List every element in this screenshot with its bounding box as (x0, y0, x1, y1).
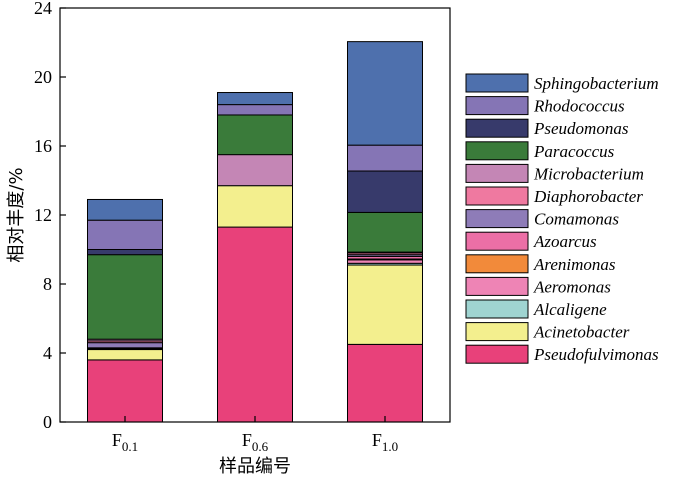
bar-segment (87, 249, 163, 256)
bar-segment (217, 226, 293, 423)
legend-swatch (465, 73, 529, 93)
y-tick-label: 4 (43, 343, 52, 363)
y-tick-label: 16 (34, 136, 52, 156)
legend-label: Arenimonas (533, 255, 616, 274)
legend-swatch (465, 231, 529, 251)
y-axis-title: 相对丰度/% (6, 167, 27, 262)
bar-segment (217, 92, 293, 106)
legend-label: Azoarcus (533, 232, 597, 251)
y-tick-label: 20 (34, 67, 52, 87)
bar-segment (347, 211, 423, 253)
legend-label: Pseudomonas (533, 119, 629, 138)
legend-swatch (465, 163, 529, 183)
legend-label: Alcaligene (533, 300, 607, 319)
bar-segment (217, 154, 293, 187)
bar-segment (347, 259, 423, 264)
legend-swatch (465, 299, 529, 319)
legend-swatch (465, 141, 529, 161)
legend-swatch (465, 276, 529, 296)
y-tick-label: 24 (34, 0, 52, 18)
x-tick-label: F0.6 (242, 430, 269, 454)
bar-segment (87, 219, 163, 251)
bar-segment (87, 349, 163, 361)
bar-segment (347, 41, 423, 146)
legend-label: Acinetobacter (533, 323, 630, 342)
legend-swatch (465, 209, 529, 229)
legend-label: Diaphorobacter (533, 187, 643, 206)
bar-segment (87, 359, 163, 423)
bar-segment (87, 198, 163, 221)
x-axis-title: 样品编号 (219, 456, 291, 477)
y-tick-label: 0 (43, 412, 52, 432)
legend-swatch (465, 186, 529, 206)
bar-segment (217, 114, 293, 156)
legend-label: Rhodococcus (533, 97, 625, 116)
bar-segment (87, 342, 163, 349)
legend-swatch (465, 96, 529, 116)
legend-label: Aeromonas (533, 277, 611, 296)
x-tick-label: F0.1 (112, 430, 138, 454)
bar-segment (347, 170, 423, 213)
legend-swatch (465, 344, 529, 364)
bar-segment (87, 254, 163, 340)
bar-segment (217, 185, 293, 228)
legend-swatch (465, 118, 529, 138)
legend-label: Microbacterium (533, 164, 644, 183)
x-tick-label: F1.0 (372, 430, 398, 454)
bar-segment (347, 343, 423, 423)
bar-segment (217, 104, 293, 116)
bar-segment (347, 264, 423, 345)
legend-label: Paracoccus (533, 142, 615, 161)
y-tick-label: 8 (43, 274, 52, 294)
y-tick-label: 12 (34, 205, 52, 225)
legend-label: Comamonas (534, 210, 619, 229)
legend-label: Pseudofulvimonas (533, 345, 659, 364)
legend-swatch (465, 322, 529, 342)
legend: Sphingobacterium Rhodococcus Pseudomonas Pa… (465, 73, 659, 364)
bar-segment (347, 144, 423, 172)
legend-label: Sphingobacterium (534, 74, 659, 93)
legend-swatch (465, 254, 529, 274)
